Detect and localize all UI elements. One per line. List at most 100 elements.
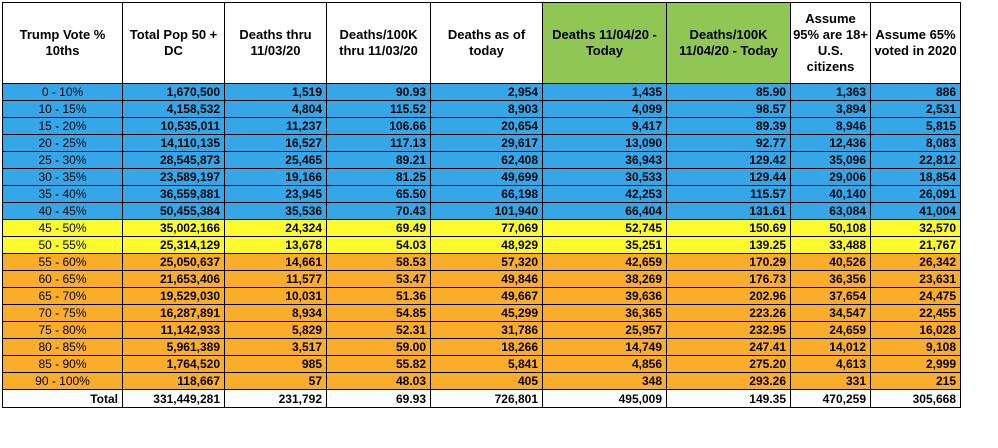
- table-row: 10 - 15% 4,158,532 4,804 115.52 8,903 4,099 98…: [2, 100, 961, 118]
- cell-assume-95: 40,140: [790, 185, 871, 203]
- cell-deaths-today: 5,841: [430, 355, 543, 373]
- cell-total-pop: 10,535,011: [122, 117, 225, 135]
- cell-total-pop: 19,529,030: [122, 287, 225, 305]
- cell-assume-65: 2,531: [870, 100, 961, 118]
- table-row: 45 - 50% 35,002,166 24,324 69.49 77,069 52,74…: [2, 219, 961, 237]
- cell-deaths-per-100k-thru: 53.47: [326, 270, 431, 288]
- cell-deaths-per-100k-thru: 70.43: [326, 202, 431, 220]
- cell-total-pop: 50,455,384: [122, 202, 225, 220]
- cell-deaths-today: 8,903: [430, 100, 543, 118]
- header-total-pop: Total Pop 50 + DC: [122, 2, 225, 84]
- cell-deaths-thru: 10,031: [224, 287, 327, 305]
- cell-deaths-today: 77,069: [430, 219, 543, 237]
- cell-total-pop: 25,050,637: [122, 253, 225, 271]
- cell-total-pop: 5,961,389: [122, 338, 225, 356]
- header-assume-65: Assume 65% voted in 2020: [870, 2, 961, 84]
- cell-deaths-per-100k-thru: 89.21: [326, 151, 431, 169]
- cell-range: 85 - 90%: [2, 355, 123, 373]
- header-deaths-per-100k-since: Deaths/100K 11/04/20 - Today: [666, 2, 791, 84]
- cell-deaths-since: 14,749: [542, 338, 667, 356]
- cell-deaths-per-100k-since: 139.25: [666, 236, 791, 254]
- cell-deaths-since: 9,417: [542, 117, 667, 135]
- cell-assume-65: 886: [870, 83, 961, 101]
- cell-deaths-per-100k-thru: 81.25: [326, 168, 431, 186]
- cell-deaths-thru: 11,577: [224, 270, 327, 288]
- cell-deaths-per-100k-since: 131.61: [666, 202, 791, 220]
- cell-assume-65: 215: [870, 372, 961, 390]
- cell-total-pop: 4,158,532: [122, 100, 225, 118]
- cell-assume-95: 12,436: [790, 134, 871, 152]
- cell-assume-65: 9,108: [870, 338, 961, 356]
- cell-deaths-since: 4,099: [542, 100, 667, 118]
- cell-deaths-per-100k-since: 170.29: [666, 253, 791, 271]
- header-deaths-today: Deaths as of today: [430, 2, 543, 84]
- cell-assume-95: 40,526: [790, 253, 871, 271]
- cell-range: 80 - 85%: [2, 338, 123, 356]
- cell-deaths-thru: 1,519: [224, 83, 327, 101]
- table-row: 55 - 60% 25,050,637 14,661 58.53 57,320 42,65…: [2, 253, 961, 271]
- cell-range: 65 - 70%: [2, 287, 123, 305]
- table-row: 75 - 80% 11,142,933 5,829 52.31 31,786 25,957…: [2, 321, 961, 339]
- cell-range: 0 - 10%: [2, 83, 123, 101]
- cell-deaths-per-100k-since: 247.41: [666, 338, 791, 356]
- table-row: 85 - 90% 1,764,520 985 55.82 5,841 4,856 275.2…: [2, 355, 961, 373]
- cell-deaths-per-100k-thru: 48.03: [326, 372, 431, 390]
- cell-deaths-today: 101,940: [430, 202, 543, 220]
- cell-total-pop: 1,764,520: [122, 355, 225, 373]
- cell-assume-65: 2,999: [870, 355, 961, 373]
- cell-deaths-per-100k-thru: 106.66: [326, 117, 431, 135]
- cell-assume-95: 36,356: [790, 270, 871, 288]
- cell-deaths-since: 1,435: [542, 83, 667, 101]
- cell-deaths-per-100k-since: 89.39: [666, 117, 791, 135]
- cell-deaths-today: 45,299: [430, 304, 543, 322]
- cell-total-pop: 1,670,500: [122, 83, 225, 101]
- cell-deaths-today: 48,929: [430, 236, 543, 254]
- cell-deaths-thru: 23,945: [224, 185, 327, 203]
- cell-deaths-thru: 3,517: [224, 338, 327, 356]
- cell-assume-95: 8,946: [790, 117, 871, 135]
- cell-assume-65: 21,767: [870, 236, 961, 254]
- cell-assume-65: 32,570: [870, 219, 961, 237]
- cell-deaths-per-100k-since: 129.42: [666, 151, 791, 169]
- header-deaths-thru: Deaths thru 11/03/20: [224, 2, 327, 84]
- total-deaths-today: 726,801: [430, 389, 543, 408]
- cell-deaths-since: 36,365: [542, 304, 667, 322]
- cell-deaths-per-100k-thru: 54.85: [326, 304, 431, 322]
- cell-assume-65: 22,455: [870, 304, 961, 322]
- cell-deaths-per-100k-thru: 52.31: [326, 321, 431, 339]
- cell-range: 25 - 30%: [2, 151, 123, 169]
- cell-total-pop: 35,002,166: [122, 219, 225, 237]
- cell-deaths-since: 25,957: [542, 321, 667, 339]
- cell-deaths-per-100k-thru: 58.53: [326, 253, 431, 271]
- cell-range: 20 - 25%: [2, 134, 123, 152]
- cell-assume-65: 5,815: [870, 117, 961, 135]
- cell-deaths-per-100k-since: 202.96: [666, 287, 791, 305]
- cell-deaths-today: 405: [430, 372, 543, 390]
- cell-deaths-per-100k-since: 223.26: [666, 304, 791, 322]
- cell-deaths-since: 36,943: [542, 151, 667, 169]
- cell-deaths-per-100k-thru: 69.49: [326, 219, 431, 237]
- cell-range: 45 - 50%: [2, 219, 123, 237]
- table-row: 40 - 45% 50,455,384 35,536 70.43 101,940 66,4…: [2, 202, 961, 220]
- cell-deaths-thru: 25,465: [224, 151, 327, 169]
- cell-total-pop: 16,287,891: [122, 304, 225, 322]
- cell-assume-95: 50,108: [790, 219, 871, 237]
- cell-assume-65: 23,631: [870, 270, 961, 288]
- cell-deaths-per-100k-thru: 65.50: [326, 185, 431, 203]
- cell-assume-65: 22,812: [870, 151, 961, 169]
- table-row: 30 - 35% 23,589,197 19,166 81.25 49,699 30,53…: [2, 168, 961, 186]
- table-row: 90 - 100% 118,667 57 48.03 405 348 293.26 331 21…: [2, 372, 961, 390]
- cell-assume-95: 35,096: [790, 151, 871, 169]
- cell-assume-95: 37,654: [790, 287, 871, 305]
- cell-range: 70 - 75%: [2, 304, 123, 322]
- total-deaths-per-100k-thru: 69.93: [326, 389, 431, 408]
- cell-assume-95: 34,547: [790, 304, 871, 322]
- cell-assume-95: 4,613: [790, 355, 871, 373]
- cell-deaths-since: 39,636: [542, 287, 667, 305]
- cell-assume-95: 63,084: [790, 202, 871, 220]
- table-row: 35 - 40% 36,559,881 23,945 65.50 66,198 42,25…: [2, 185, 961, 203]
- cell-assume-95: 33,488: [790, 236, 871, 254]
- cell-deaths-per-100k-thru: 117.13: [326, 134, 431, 152]
- cell-deaths-since: 52,745: [542, 219, 667, 237]
- cell-assume-95: 1,363: [790, 83, 871, 101]
